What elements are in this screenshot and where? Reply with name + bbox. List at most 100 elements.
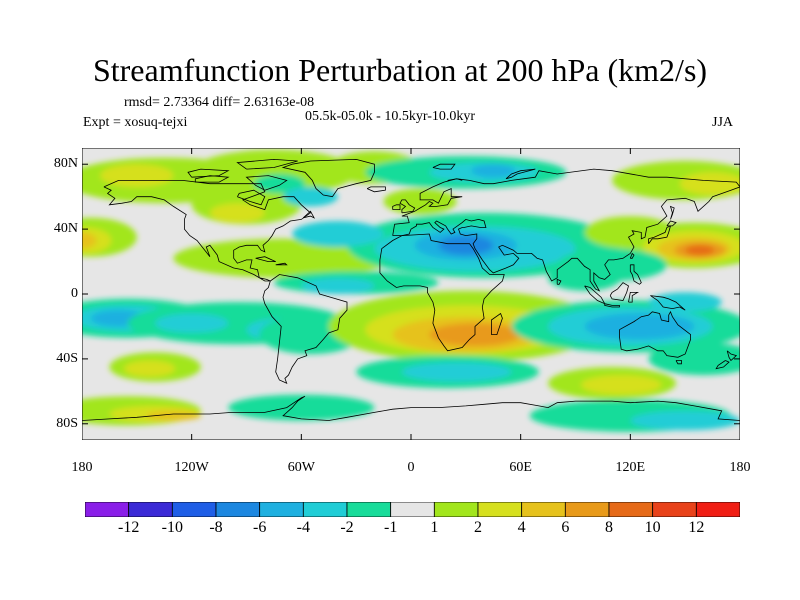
coastline-greenland [281, 158, 375, 198]
colorbar-label: 6 [561, 519, 570, 536]
coastline-ireland [392, 204, 401, 210]
coastline-sulawesi [628, 291, 640, 303]
coastline-australia [619, 310, 691, 358]
colorbar-label: 1 [430, 519, 439, 536]
period-label: 05.5k-05.0k - 10.5kyr-10.0kyr [305, 109, 476, 124]
colorbar-swatch [302, 502, 348, 517]
contour-region [301, 277, 375, 294]
colorbar-swatch [477, 502, 523, 517]
contour-region [584, 313, 695, 340]
coastline-hispaniola [275, 262, 288, 266]
lon-label: 0 [407, 460, 415, 475]
coastline-hokkaido [666, 220, 677, 227]
colorbar-label: -2 [340, 519, 354, 536]
coastline-borneo [609, 282, 629, 301]
colorbar-swatch [608, 502, 654, 517]
colorbar-swatch [128, 502, 173, 517]
lon-label: 60W [287, 460, 315, 475]
lat-label: 80S [56, 415, 78, 431]
coastline-madagascar [490, 312, 503, 336]
coastline-philippines [629, 264, 642, 285]
coastline-ellesmere [236, 158, 298, 170]
colorbar-label: 4 [517, 519, 526, 536]
coastline-north-america [103, 180, 312, 282]
contour-region [471, 164, 516, 178]
coastline-new-zealand-north [726, 350, 738, 362]
colorbar-label: 8 [605, 519, 613, 536]
coastline-taiwan [629, 252, 635, 259]
coastline-sakhalin [669, 205, 675, 220]
coastline-eurasia [392, 168, 740, 292]
contour-region [146, 410, 201, 421]
coastline-cuba [255, 256, 276, 262]
coastline-svalbard [432, 163, 456, 170]
contour-region [253, 174, 305, 194]
colorbar-label: 12 [688, 519, 705, 536]
colorbar-label: -4 [296, 519, 310, 536]
contour-region [100, 164, 174, 187]
contour-region [228, 394, 375, 421]
chart-title: Streamfunction Perturbation at 200 hPa (… [92, 52, 708, 88]
colorbar-label: -12 [117, 519, 140, 536]
lon-label: 180 [729, 460, 751, 475]
lon-label: 180 [71, 460, 93, 475]
lon-label: 120W [174, 460, 209, 475]
contour-region [173, 238, 393, 278]
coastline-antarctica [82, 395, 740, 421]
colorbar-label: 2 [474, 519, 482, 536]
colorbar-swatch [346, 502, 392, 517]
colorbar-swatch [215, 502, 261, 517]
contour-region [548, 264, 622, 291]
colorbar-swatch [564, 502, 610, 517]
colorbar-label: 10 [644, 519, 661, 536]
lon-label: 60E [509, 460, 532, 475]
colorbar-label: -10 [161, 519, 183, 536]
coastline-sri-lanka [556, 278, 562, 285]
contour-region [401, 362, 512, 382]
colorbar-swatch [695, 502, 740, 517]
coastline-baffin [245, 175, 288, 191]
colorbar-label: -1 [383, 519, 398, 536]
lat-label: 80N [53, 156, 78, 172]
coastline-novaya-zemlya [505, 168, 536, 180]
season-label: JJA [712, 115, 734, 130]
rmsd-stats: rmsd= 2.73364 diff= 2.63163e-08 [124, 95, 315, 110]
coastline-south-america [262, 274, 348, 384]
contour-region [283, 187, 338, 207]
contour-region [292, 221, 384, 247]
colorbar-swatch [390, 502, 435, 517]
coastline-scandinavia-north [447, 178, 463, 181]
coastline-iceland [366, 186, 386, 193]
colorbar [85, 502, 740, 517]
coastlines [82, 158, 740, 421]
colorbar-swatch [259, 502, 304, 517]
coastline-tasmania [675, 360, 682, 365]
map-plot [82, 148, 740, 440]
contour-region [438, 235, 494, 255]
contour-region [685, 245, 715, 256]
contour-region [82, 232, 97, 249]
lat-label: 40N [53, 221, 78, 237]
colorbar-label: -8 [209, 519, 223, 536]
contour-region [581, 375, 662, 395]
coastline-britain [399, 199, 416, 214]
coastline-new-guinea [650, 295, 686, 311]
contour-fields [82, 149, 740, 432]
coastline-java [604, 303, 620, 308]
contour-region [155, 313, 229, 333]
colorbar-swatch [433, 502, 479, 517]
lat-label: 0 [71, 286, 78, 301]
colorbar-swatch [85, 502, 130, 517]
coastline-victoria-island [194, 175, 230, 183]
contour-region [648, 292, 722, 312]
coastline-hudson-bay [237, 189, 266, 206]
contour-region [679, 172, 740, 196]
colorbar-swatch [652, 502, 697, 517]
contour-region [383, 188, 457, 215]
colorbar-swatch [521, 502, 566, 517]
colorbar-label: -6 [252, 519, 267, 536]
contour-region [630, 410, 740, 431]
coastline-africa [379, 233, 505, 352]
lat-label: 40S [56, 350, 78, 366]
contour-region [124, 360, 176, 377]
